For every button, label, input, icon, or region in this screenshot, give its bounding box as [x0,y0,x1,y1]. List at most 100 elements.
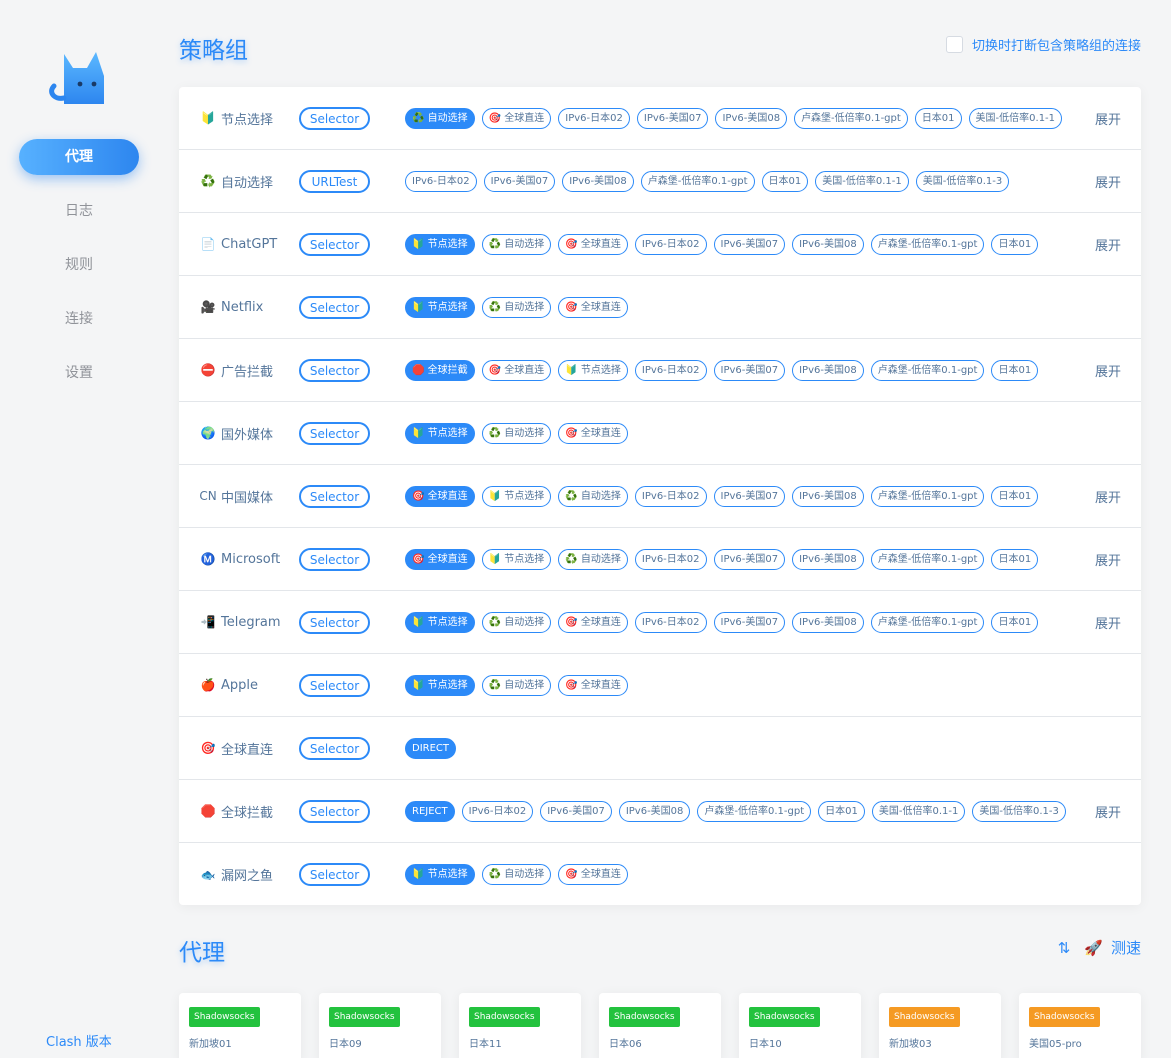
proxy-option[interactable]: 卢森堡-低倍率0.1-gpt [870,233,985,255]
proxy-option[interactable]: 美国-低倍率0.1-1 [815,170,909,192]
nav-settings[interactable]: 设置 [65,365,93,381]
proxy-option[interactable]: IPv6-日本02 [634,611,707,633]
clash-version-link[interactable]: Clash 版本 [46,1035,112,1050]
proxy-option[interactable]: 卢森堡-低倍率0.1-gpt [697,800,812,822]
proxy-option[interactable]: ♻️ 自动选择 [558,548,628,570]
proxy-option[interactable]: 卢森堡-低倍率0.1-gpt [870,548,985,570]
proxy-option[interactable]: 🔰 节点选择 [558,359,628,381]
proxy-card[interactable]: Shadowsocks 美国05-pro [1019,993,1141,1058]
proxy-option[interactable]: IPv6-日本02 [558,107,630,129]
proxy-option[interactable]: 卢森堡-低倍率0.1-gpt [870,359,985,381]
proxy-option[interactable]: IPv6-美国07 [713,548,786,570]
proxy-option[interactable]: IPv6-美国07 [483,170,556,192]
proxy-option[interactable]: 日本01 [818,800,865,822]
proxy-card[interactable]: Shadowsocks 日本11 [459,993,581,1058]
expand-button[interactable]: 展开 [1094,490,1121,506]
proxy-option[interactable]: 🎯 全球直连 [481,359,552,381]
proxy-option[interactable]: 🔰 节点选择 [481,485,552,507]
proxy-option[interactable]: IPv6-美国07 [713,233,786,255]
selected-option[interactable]: 🔰 节点选择 [405,296,475,318]
selected-option[interactable]: DIRECT [405,737,457,759]
selected-option[interactable]: 🎯 全球直连 [405,548,475,570]
proxy-option[interactable]: ♻️ 自动选择 [481,233,552,255]
proxy-option[interactable]: IPv6-美国08 [715,107,788,129]
proxy-option[interactable]: 🎯 全球直连 [558,233,628,255]
sort-icon[interactable]: ⇅ [1057,938,1071,957]
proxy-option[interactable]: 日本01 [991,359,1039,381]
proxy-option[interactable]: ♻️ 自动选择 [481,611,552,633]
proxy-option[interactable]: IPv6-美国07 [540,800,612,822]
proxy-option[interactable]: ♻️ 自动选择 [481,422,552,444]
expand-button[interactable]: 展开 [1094,553,1121,569]
rocket-icon[interactable]: 🚀 [1084,938,1103,957]
selected-option[interactable]: REJECT [405,800,455,822]
proxy-option[interactable]: 日本01 [991,548,1039,570]
proxy-option[interactable]: IPv6-日本02 [461,800,534,822]
proxy-option[interactable]: IPv6-美国08 [618,800,691,822]
proxy-option[interactable]: 美国-低倍率0.1-1 [871,800,966,822]
proxy-option[interactable]: 美国-低倍率0.1-3 [972,800,1066,822]
proxy-card[interactable]: Shadowsocks 日本09 [319,993,441,1058]
proxy-option[interactable]: IPv6-日本02 [634,548,707,570]
nav-logs[interactable]: 日志 [65,203,93,219]
proxy-option[interactable]: 🎯 全球直连 [558,674,628,696]
expand-button[interactable]: 展开 [1094,175,1121,191]
proxy-card[interactable]: Shadowsocks 日本10 [739,993,861,1058]
proxy-option[interactable]: IPv6-美国07 [713,359,786,381]
nav-proxies[interactable]: 代理 [19,139,139,175]
proxy-option[interactable]: 日本01 [914,107,962,129]
proxy-option[interactable]: 卢森堡-低倍率0.1-gpt [870,611,985,633]
proxy-card[interactable]: Shadowsocks 新加坡01 [179,993,301,1058]
selected-option[interactable]: 🔰 节点选择 [405,422,475,444]
proxy-option[interactable]: 卢森堡-低倍率0.1-gpt [640,170,755,192]
proxy-option[interactable]: IPv6-日本02 [634,359,707,381]
expand-button[interactable]: 展开 [1094,616,1121,632]
proxy-option[interactable]: IPv6-美国08 [562,170,634,192]
proxy-option[interactable]: 美国-低倍率0.1-3 [915,170,1010,192]
proxy-option[interactable]: IPv6-美国07 [713,485,786,507]
selected-option[interactable]: ♻️ 自动选择 [405,107,475,129]
proxy-option[interactable]: IPv6-日本02 [634,233,707,255]
proxy-option[interactable]: 🎯 全球直连 [481,107,552,129]
proxy-card[interactable]: Shadowsocks 日本06 [599,993,721,1058]
selected-option[interactable]: 🛑 全球拦截 [405,359,475,381]
proxy-option[interactable]: 🔰 节点选择 [481,548,552,570]
proxy-option[interactable]: 卢森堡-低倍率0.1-gpt [870,485,985,507]
proxy-option[interactable]: IPv6-日本02 [634,485,707,507]
proxy-option[interactable]: 🎯 全球直连 [558,422,628,444]
expand-button[interactable]: 展开 [1094,112,1121,128]
proxy-option[interactable]: IPv6-美国07 [636,107,709,129]
selected-option[interactable]: 🎯 全球直连 [405,485,475,507]
proxy-option[interactable]: IPv6-美国08 [792,485,864,507]
selected-option[interactable]: 🔰 节点选择 [405,864,475,885]
break-connections-toggle[interactable]: 切换时打断包含策略组的连接 [945,35,1141,54]
proxy-option[interactable]: IPv6-日本02 [405,170,477,192]
proxy-option[interactable]: 日本01 [991,485,1039,507]
proxy-option[interactable]: IPv6-美国08 [792,548,864,570]
selected-option[interactable]: 🔰 节点选择 [405,233,475,255]
proxy-card[interactable]: Shadowsocks 新加坡03 [879,993,1001,1058]
proxy-option[interactable]: IPv6-美国07 [713,611,786,633]
proxy-option[interactable]: IPv6-美国08 [792,611,864,633]
nav-connections[interactable]: 连接 [65,311,93,327]
speedtest-button[interactable]: 测速 [1110,939,1141,957]
selected-option[interactable]: 🔰 节点选择 [405,611,475,633]
nav-rules[interactable]: 规则 [65,257,93,273]
proxy-option[interactable]: ♻️ 自动选择 [558,485,628,507]
proxy-option[interactable]: IPv6-美国08 [792,359,864,381]
proxy-option[interactable]: 卢森堡-低倍率0.1-gpt [794,107,908,129]
proxy-option[interactable]: 🎯 全球直连 [558,864,628,885]
expand-button[interactable]: 展开 [1094,805,1121,821]
proxy-option[interactable]: 日本01 [761,170,809,192]
expand-button[interactable]: 展开 [1094,238,1121,254]
proxy-option[interactable]: IPv6-美国08 [792,233,864,255]
proxy-option[interactable]: 美国-低倍率0.1-1 [968,107,1063,129]
proxy-option[interactable]: 🎯 全球直连 [558,611,628,633]
selected-option[interactable]: 🔰 节点选择 [405,674,475,696]
expand-button[interactable]: 展开 [1094,364,1121,380]
proxy-option[interactable]: 日本01 [991,611,1039,633]
proxy-option[interactable]: 🎯 全球直连 [558,296,628,318]
proxy-option[interactable]: 日本01 [991,233,1039,255]
proxy-option[interactable]: ♻️ 自动选择 [481,864,552,885]
proxy-option[interactable]: ♻️ 自动选择 [481,674,552,696]
